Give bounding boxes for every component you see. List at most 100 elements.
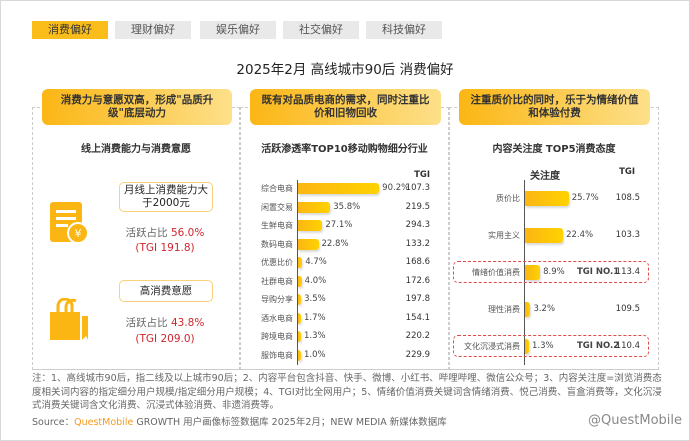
bar xyxy=(298,294,302,305)
category-label: 社群电商 xyxy=(261,276,293,286)
chart1-title: 活跃渗透率TOP10移动购物细分行业 xyxy=(261,144,428,155)
bar xyxy=(298,201,331,213)
shopping-bag-icon xyxy=(50,298,88,340)
tgi-value: 107.3 xyxy=(405,183,430,193)
value-label: 1.7% xyxy=(304,312,326,323)
category-label: 导购分享 xyxy=(261,295,293,304)
tgi-value: 229.9 xyxy=(405,349,430,360)
category-label: 跨境电商 xyxy=(261,332,293,341)
stat-tgi: (TGI 209.0) xyxy=(135,333,195,345)
chart2-tgi-header: TGI xyxy=(619,167,635,177)
source-brand: QuestMobile xyxy=(74,417,134,428)
chart2-title: 内容关注度 TOP5消费态度 xyxy=(492,144,616,155)
bar xyxy=(525,265,541,280)
chart2-series-label: 关注度 xyxy=(530,171,560,182)
col3-header: 注重质价比的同时，乐于为情绪价值和体验付费 xyxy=(459,89,650,125)
chart2-axis xyxy=(524,180,525,365)
source-text: GROWTH 用户画像标签数据库 2025年2月；NEW MEDIA 新媒体数据… xyxy=(133,417,447,428)
stat-value: 56.0% xyxy=(170,227,205,239)
bar xyxy=(298,220,323,231)
col1-subtitle: 线上消费能力与消费意愿 xyxy=(81,144,191,155)
tgi-value: 113.4 xyxy=(615,267,640,277)
footnotes: 注：1、高线城市90后，指二线及以上城市90后；2、内容平台包含抖音、快手、微博… xyxy=(32,373,662,411)
tgi-rank-badge: TGI NO.1 xyxy=(577,267,620,277)
bar xyxy=(298,331,301,342)
source-prefix: Source： xyxy=(32,417,75,428)
tgi-value: 108.5 xyxy=(615,193,640,203)
tgi-value: 110.4 xyxy=(615,341,640,351)
bar xyxy=(525,302,531,317)
tab-4[interactable]: 科技偏好 xyxy=(366,21,442,39)
category-label: 酒水电商 xyxy=(261,313,293,323)
tgi-value: 220.2 xyxy=(405,331,430,341)
stat-label: 活跃占比 xyxy=(125,227,168,239)
tgi-value: 197.8 xyxy=(405,294,430,304)
category-label: 数码电商 xyxy=(261,239,293,249)
tab-2[interactable]: 娱乐偏好 xyxy=(200,21,276,39)
bar xyxy=(298,312,301,324)
stat-spending-power: 活跃占比 56.0% xyxy=(100,225,230,240)
category-label: 服饰电商 xyxy=(261,350,293,360)
col1-header: 消费力与意愿双高，形成"品质升级"底层动力 xyxy=(42,89,232,125)
bar xyxy=(298,257,303,268)
value-label: 22.8% xyxy=(321,238,349,249)
tgi-value: 154.1 xyxy=(405,312,430,323)
chart1-axis xyxy=(297,180,298,365)
tgi-value: 109.5 xyxy=(615,304,640,314)
value-label: 27.1% xyxy=(325,220,353,230)
stat-tgi: (TGI 191.8) xyxy=(135,242,195,254)
tgi-value: 103.3 xyxy=(615,230,640,240)
highlight-box xyxy=(453,261,649,283)
value-label: 4.7% xyxy=(305,257,327,267)
highlight-box xyxy=(453,335,649,357)
bill-yuan-icon: ¥ xyxy=(50,202,89,244)
value-label: 22.4% xyxy=(566,230,594,240)
value-label: 1.0% xyxy=(304,349,326,360)
bar xyxy=(525,339,529,354)
bar xyxy=(298,349,301,361)
tgi-value: 133.2 xyxy=(405,238,430,249)
category-label: 实用主义 xyxy=(488,231,520,240)
bar xyxy=(525,191,569,206)
tab-0[interactable]: 消费偏好 xyxy=(32,21,108,39)
value-label: 3.5% xyxy=(304,294,326,304)
value-label: 8.9% xyxy=(543,267,565,277)
tgi-value: 168.6 xyxy=(405,257,430,267)
tgi-rank-badge: TGI NO.2 xyxy=(577,341,620,351)
value-label: 3.2% xyxy=(533,304,556,314)
category-label: 文化沉浸式消费 xyxy=(464,342,520,351)
pill-spending-power: 月线上消费能力大于2000元 xyxy=(119,182,213,212)
bar xyxy=(298,238,319,250)
stat-label: 活跃占比 xyxy=(125,317,168,329)
value-label: 35.8% xyxy=(333,201,361,212)
page-title: 2025年2月 高线城市90后 消费偏好 xyxy=(236,62,454,78)
value-label: 90.2% xyxy=(382,183,410,193)
watermark: @QuestMobile xyxy=(588,413,682,428)
category-label: 优惠比价 xyxy=(261,258,293,267)
tab-1[interactable]: 理财偏好 xyxy=(115,21,191,39)
category-label: 理性消费 xyxy=(488,305,520,314)
bar xyxy=(525,228,564,243)
bar xyxy=(298,183,380,194)
pill-high-willingness: 高消费意愿 xyxy=(119,280,213,302)
category-label: 闲置交易 xyxy=(261,202,293,212)
value-label: 1.3% xyxy=(532,341,554,351)
value-label: 25.7% xyxy=(571,193,599,203)
tgi-value: 294.3 xyxy=(405,220,430,230)
tgi-value: 172.6 xyxy=(405,275,430,286)
category-label: 情绪价值消费 xyxy=(472,268,520,277)
category-label: 生鲜电商 xyxy=(261,221,293,230)
chart1-tgi-header: TGI xyxy=(414,170,430,180)
tgi-value: 219.5 xyxy=(405,201,430,212)
category-label: 综合电商 xyxy=(261,184,293,193)
value-label: 4.0% xyxy=(304,275,327,286)
bar xyxy=(298,275,302,287)
value-label: 1.3% xyxy=(304,331,326,341)
category-label: 质价比 xyxy=(496,194,520,203)
tab-3[interactable]: 社交偏好 xyxy=(283,21,359,39)
col2-header: 既有对品质电商的需求，同时注重比价和旧物回收 xyxy=(250,89,441,125)
stat-high-willingness: 活跃占比 43.8% xyxy=(100,315,230,330)
svg-text:¥: ¥ xyxy=(75,227,82,240)
stat-value: 43.8% xyxy=(170,317,205,329)
source-line: Source：QuestMobile GROWTH 用户画像标签数据库 2025… xyxy=(32,414,447,428)
